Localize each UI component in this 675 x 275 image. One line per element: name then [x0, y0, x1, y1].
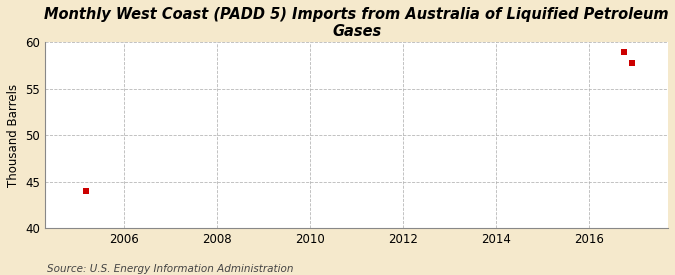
Y-axis label: Thousand Barrels: Thousand Barrels — [7, 84, 20, 187]
Text: Source: U.S. Energy Information Administration: Source: U.S. Energy Information Administ… — [47, 264, 294, 274]
Title: Monthly West Coast (PADD 5) Imports from Australia of Liquified Petroleum Gases: Monthly West Coast (PADD 5) Imports from… — [45, 7, 669, 39]
